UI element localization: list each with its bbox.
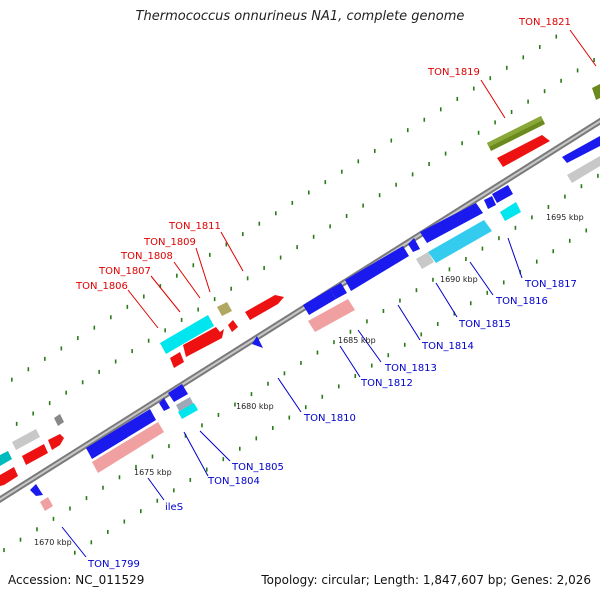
gene-blue-bottom-2[interactable] bbox=[168, 384, 188, 402]
gene-red-left-1[interactable] bbox=[22, 444, 48, 465]
gene-blue-mid-3[interactable] bbox=[420, 203, 483, 243]
accession-label: Accession: NC_011529 bbox=[8, 573, 145, 587]
gene-red-left-2[interactable] bbox=[48, 434, 64, 450]
gene-ileS[interactable] bbox=[92, 422, 164, 473]
gene-TON_1806[interactable] bbox=[160, 315, 214, 354]
topology-label: Topology: circular; Length: 1,847,607 bp… bbox=[261, 573, 591, 587]
gene-TON_1805[interactable] bbox=[178, 403, 198, 419]
gene-label: TON_1814 bbox=[421, 341, 474, 352]
gene-blue-mid-4[interactable] bbox=[484, 196, 496, 209]
gene-TON_1817[interactable] bbox=[500, 202, 521, 221]
gene-label: TON_1807 bbox=[98, 266, 151, 277]
tick-dots bbox=[3, 34, 599, 555]
gene-blue-mid-2[interactable] bbox=[408, 238, 420, 252]
gene-TON_1808[interactable] bbox=[228, 320, 238, 332]
gene-cyan-left-1[interactable] bbox=[0, 451, 12, 466]
gene-red-small-1[interactable] bbox=[170, 352, 184, 368]
gene-blocks bbox=[0, 84, 600, 511]
gene-TON_1811[interactable] bbox=[245, 295, 284, 320]
gene-gray-left-1[interactable] bbox=[12, 429, 40, 450]
gene-label: TON_1819 bbox=[427, 67, 480, 78]
gene-label: ileS bbox=[165, 502, 183, 513]
map-title: Thermococcus onnurineus NA1, complete ge… bbox=[135, 9, 465, 24]
gene-pink-small[interactable] bbox=[40, 497, 53, 511]
tick-label: 1685 kbp bbox=[338, 336, 376, 345]
gene-label: TON_1821 bbox=[518, 17, 571, 28]
gene-TON_1819-light bbox=[487, 116, 543, 147]
gene-label: TON_1799 bbox=[87, 559, 140, 570]
gene-TON_1813[interactable] bbox=[330, 283, 347, 299]
gene-blue-bottom-1[interactable] bbox=[86, 409, 156, 459]
gene-blue-top-1[interactable] bbox=[562, 136, 600, 163]
gene-labels-bottom: TON_1799 ileS TON_1804 TON_1805 TON_1810… bbox=[87, 279, 577, 570]
gene-red-top-1[interactable] bbox=[497, 135, 550, 167]
gene-blue-bottom-3[interactable] bbox=[159, 398, 170, 411]
gene-TON_1804[interactable] bbox=[176, 397, 194, 413]
gene-label: TON_1804 bbox=[207, 476, 260, 487]
backbone bbox=[0, 117, 600, 503]
gene-label: TON_1806 bbox=[75, 281, 128, 292]
gene-TON_1799[interactable] bbox=[30, 484, 43, 496]
gene-label: TON_1817 bbox=[524, 279, 577, 290]
gene-label: TON_1816 bbox=[495, 296, 548, 307]
gene-TON_1821[interactable] bbox=[592, 84, 600, 100]
tick-label: 1690 kbp bbox=[440, 275, 478, 284]
gene-TON_1814[interactable] bbox=[345, 246, 409, 291]
gene-TON_1810[interactable] bbox=[252, 336, 263, 348]
gene-labels-top: TON_1806 TON_1807 TON_1808 TON_1809 TON_… bbox=[75, 17, 571, 292]
gene-blue-mid-1[interactable] bbox=[303, 289, 336, 315]
gene-TON_1816[interactable] bbox=[428, 220, 492, 263]
gene-label: TON_1808 bbox=[120, 251, 173, 262]
gene-TON_1812[interactable] bbox=[308, 299, 355, 332]
gene-TON_1809[interactable] bbox=[217, 302, 232, 316]
gene-red-left-3[interactable] bbox=[0, 467, 18, 486]
gene-label: TON_1809 bbox=[143, 237, 196, 248]
tick-label: 1670 kbp bbox=[34, 538, 72, 547]
gene-blue-mid-5[interactable] bbox=[492, 185, 513, 203]
leader-lines bbox=[61, 29, 597, 558]
gene-label: TON_1805 bbox=[231, 462, 284, 473]
gene-label: TON_1812 bbox=[360, 378, 413, 389]
gene-label: TON_1810 bbox=[303, 413, 356, 424]
gene-TON_1815[interactable] bbox=[416, 252, 434, 269]
tick-labels: 1670 kbp 1675 kbp 1680 kbp 1685 kbp 1690… bbox=[34, 213, 584, 547]
gene-label: TON_1813 bbox=[384, 363, 437, 374]
gene-label: TON_1815 bbox=[458, 319, 511, 330]
gene-gray-left-2[interactable] bbox=[54, 414, 64, 426]
tick-label: 1695 kbp bbox=[546, 213, 584, 222]
gene-label: TON_1811 bbox=[168, 221, 221, 232]
tick-label: 1675 kbp bbox=[134, 468, 172, 477]
gene-TON_1807[interactable] bbox=[183, 327, 224, 357]
gene-gray-top-1[interactable] bbox=[567, 156, 600, 183]
tick-label: 1680 kbp bbox=[236, 402, 274, 411]
